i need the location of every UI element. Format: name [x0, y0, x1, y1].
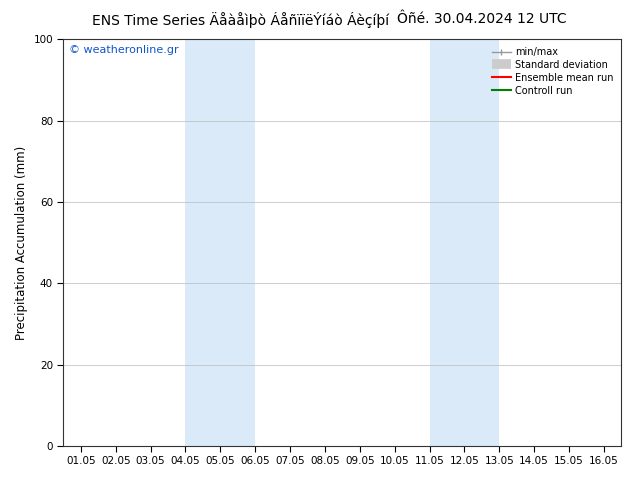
Bar	[429, 39, 500, 446]
Text: Ôñé. 30.04.2024 12 UTC: Ôñé. 30.04.2024 12 UTC	[397, 12, 567, 26]
Text: © weatheronline.gr: © weatheronline.gr	[69, 45, 179, 55]
Y-axis label: Precipitation Accumulation (mm): Precipitation Accumulation (mm)	[15, 146, 28, 340]
Legend: min/max, Standard deviation, Ensemble mean run, Controll run: min/max, Standard deviation, Ensemble me…	[489, 44, 616, 98]
Text: ENS Time Series Äåàåìþò ÁåñïïëÝíáò Áèçíþí: ENS Time Series Äåàåìþò ÁåñïïëÝíáò Áèçíþ…	[93, 12, 389, 28]
Bar	[185, 39, 255, 446]
